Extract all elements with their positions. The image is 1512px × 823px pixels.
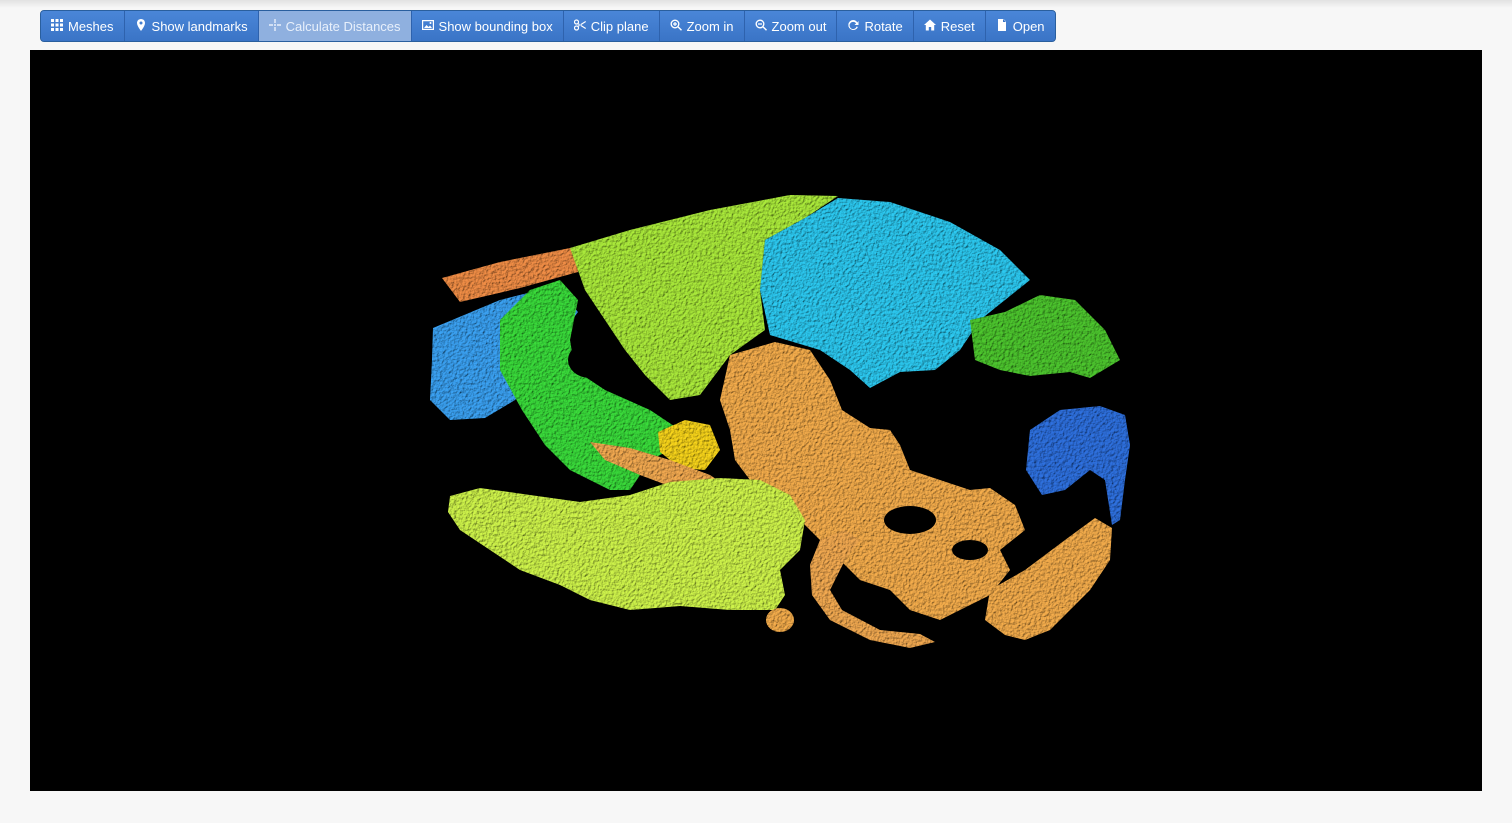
zoom-out-icon	[755, 19, 767, 34]
sky-blue-parietal-mesh	[760, 198, 1030, 388]
green-zygomatic-mesh	[500, 280, 680, 490]
lime-frontal-mesh	[570, 195, 838, 400]
toolbar: Meshes Show landmarks Calculate Distance…	[40, 10, 1056, 42]
calculate-distances-button[interactable]: Calculate Distances	[258, 11, 412, 41]
zoom-in-button[interactable]: Zoom in	[659, 11, 745, 41]
top-shade	[0, 0, 1512, 8]
picture-icon	[421, 19, 434, 34]
rotate-label: Rotate	[864, 18, 903, 34]
refresh-icon	[847, 19, 859, 34]
show-landmarks-label: Show landmarks	[151, 18, 248, 34]
foramen-hole	[884, 506, 936, 534]
scissors-icon	[573, 18, 586, 34]
zoom-out-button[interactable]: Zoom out	[744, 11, 838, 41]
orbit-hole	[568, 342, 612, 378]
reset-button[interactable]: Reset	[913, 11, 986, 41]
zoom-out-label: Zoom out	[771, 18, 827, 34]
foramen-hole-2	[952, 540, 988, 560]
3d-viewer-canvas[interactable]	[30, 50, 1482, 791]
meshes-button[interactable]: Meshes	[41, 11, 125, 41]
file-icon	[996, 18, 1008, 34]
reset-label: Reset	[940, 18, 975, 34]
blue-occipital-mesh	[1026, 406, 1130, 525]
orange-hyoid-mesh	[810, 530, 935, 648]
orange-temporal-mesh	[720, 342, 1025, 620]
skull-mesh-render	[430, 195, 1130, 648]
open-label: Open	[1012, 18, 1045, 34]
orange-bulla-mesh	[985, 518, 1112, 640]
clip-plane-label: Clip plane	[590, 18, 649, 34]
meshes-label: Meshes	[68, 18, 114, 34]
gold-ossicle-mesh	[658, 420, 720, 470]
grid-icon	[51, 18, 63, 34]
yellow-green-mandible-mesh	[448, 478, 805, 610]
show-bounding-box-button[interactable]: Show bounding box	[411, 11, 564, 41]
map-marker-icon	[135, 18, 147, 34]
open-button[interactable]: Open	[985, 11, 1055, 41]
zoom-in-label: Zoom in	[686, 18, 734, 34]
clip-plane-button[interactable]: Clip plane	[563, 11, 660, 41]
calculate-distances-label: Calculate Distances	[285, 18, 401, 34]
rotate-button[interactable]: Rotate	[837, 11, 914, 41]
green-interparietal-mesh	[970, 295, 1120, 378]
crosshair-icon	[268, 18, 281, 34]
show-bounding-box-label: Show bounding box	[438, 18, 553, 34]
home-icon	[923, 19, 936, 34]
zoom-in-icon	[670, 19, 682, 34]
show-landmarks-button[interactable]: Show landmarks	[124, 11, 259, 41]
orange-nasal-mesh	[442, 247, 578, 302]
orange-condyle-mesh	[766, 608, 794, 632]
